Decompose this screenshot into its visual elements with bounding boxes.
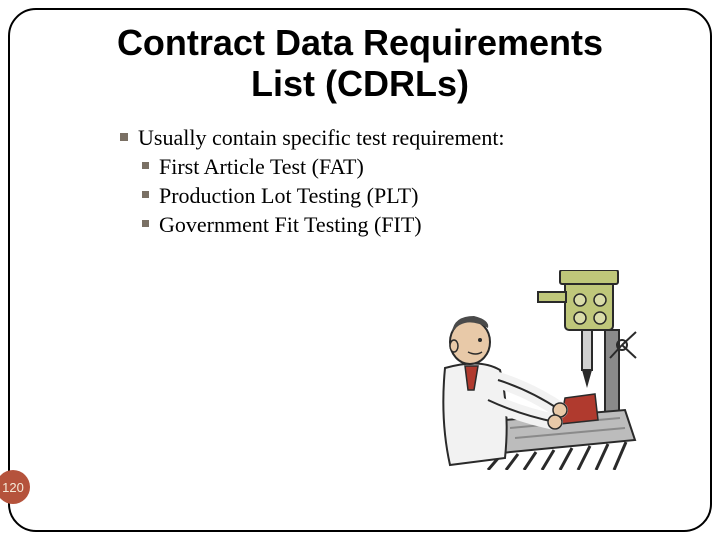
bullet-item: Usually contain specific test requiremen… [120, 123, 710, 152]
sub-bullet-item: Government Fit Testing (FIT) [142, 210, 710, 239]
slide-body: Usually contain specific test requiremen… [120, 123, 710, 239]
sub-bullet-item: Production Lot Testing (PLT) [142, 181, 710, 210]
sub-bullet-text: Production Lot Testing (PLT) [159, 181, 418, 210]
scientist-machine-illustration-icon [410, 270, 640, 470]
slide-frame: Contract Data Requirements List (CDRLs) … [8, 8, 712, 532]
page-number: 120 [2, 480, 24, 495]
title-line-1: Contract Data Requirements [10, 22, 710, 63]
sub-bullet-text: Government Fit Testing (FIT) [159, 210, 422, 239]
slide-title: Contract Data Requirements List (CDRLs) [10, 22, 710, 105]
sub-bullet-list: First Article Test (FAT) Production Lot … [142, 152, 710, 239]
square-bullet-icon [142, 162, 149, 169]
sub-bullet-item: First Article Test (FAT) [142, 152, 710, 181]
page-number-badge: 120 [0, 470, 30, 504]
sub-bullet-text: First Article Test (FAT) [159, 152, 364, 181]
square-bullet-icon [120, 133, 128, 141]
square-bullet-icon [142, 191, 149, 198]
square-bullet-icon [142, 220, 149, 227]
bullet-text: Usually contain specific test requiremen… [138, 123, 505, 152]
title-line-2: List (CDRLs) [10, 63, 710, 104]
